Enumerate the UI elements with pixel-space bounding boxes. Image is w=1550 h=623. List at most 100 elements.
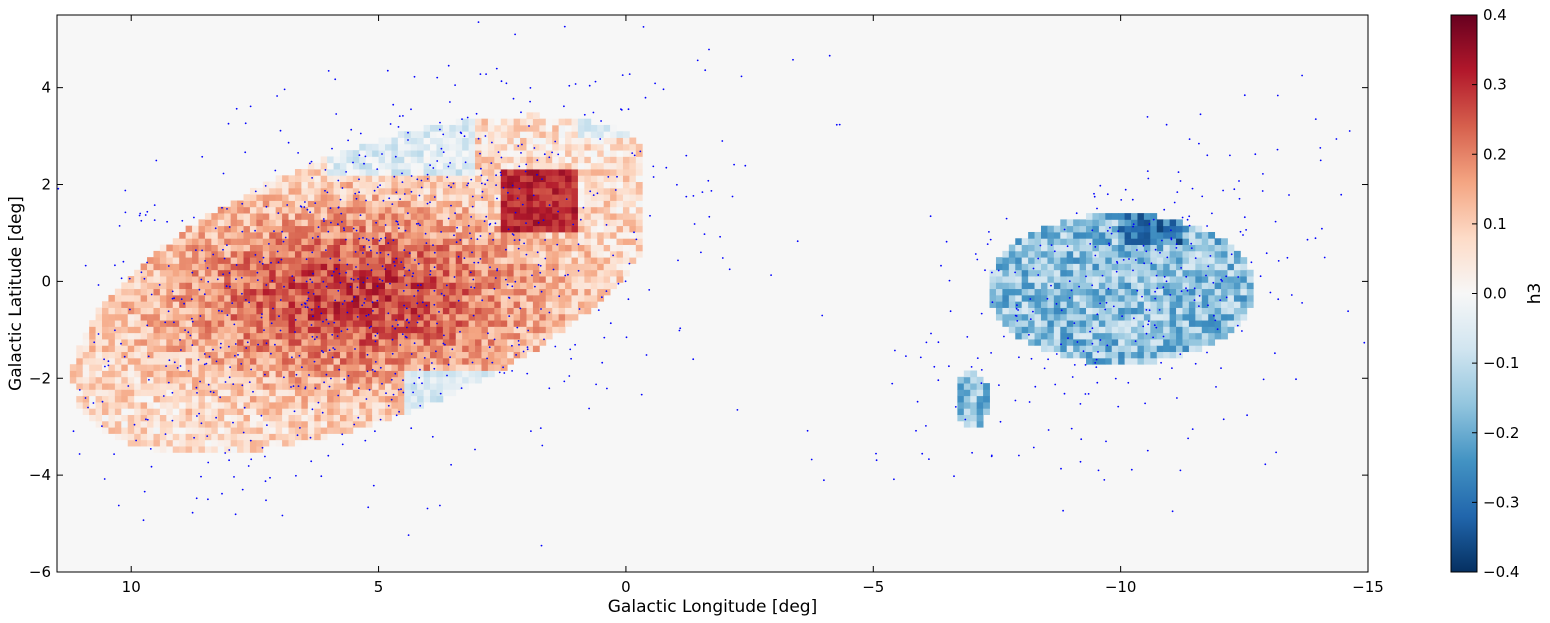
heatmap-cell [532,301,540,308]
heatmap-cell [262,313,270,321]
star-point [446,176,449,179]
heatmap-cell [590,231,598,239]
heatmap-cell [211,326,219,334]
star-point [447,165,450,168]
heatmap-cell [1105,269,1113,277]
heatmap-cell [397,376,405,384]
heatmap-cell [436,269,444,277]
heatmap-cell [1098,357,1106,365]
heatmap-cell [333,231,341,239]
heatmap-cell [95,420,103,428]
star-point [677,259,679,262]
heatmap-cell [391,383,399,390]
heatmap-cell [1201,339,1209,346]
heatmap-cell [288,332,296,340]
heatmap-cell [481,200,489,208]
heatmap-cell [442,345,450,353]
heatmap-cell [449,383,457,390]
heatmap-cell [532,150,540,157]
heatmap-cell [1182,238,1190,245]
star-point [401,333,404,336]
heatmap-cell [275,276,283,283]
heatmap-cell [179,288,187,296]
heatmap-cell [539,269,547,277]
star-point [233,476,235,478]
heatmap-cell [102,357,109,365]
heatmap-cell [430,263,437,271]
star-point [597,309,600,311]
star-point [402,290,405,292]
heatmap-cell [121,326,129,334]
heatmap-cell [436,257,444,264]
heatmap-cell [1227,313,1235,321]
star-point [526,346,529,348]
star-point [413,382,416,385]
star-point [207,383,210,386]
heatmap-cell [410,225,418,233]
heatmap-cell [275,395,283,403]
heatmap-cell [1208,301,1216,308]
heatmap-cell [327,307,334,315]
heatmap-cell [114,357,122,365]
heatmap-cell [1221,307,1228,315]
heatmap-cell [256,194,264,201]
heatmap-cell [282,401,289,409]
heatmap-cell [539,244,547,252]
heatmap-cell [1163,307,1171,315]
star-point [331,147,333,150]
heatmap-cell [1053,231,1061,239]
heatmap-cell [410,137,418,145]
heatmap-cell [372,401,379,409]
heatmap-cell [185,408,193,415]
heatmap-cell [1131,244,1138,252]
star-point [1213,314,1215,317]
star-point [1180,267,1182,269]
heatmap-cell [1047,301,1055,308]
heatmap-cell [397,313,405,321]
star-point [460,387,463,389]
heatmap-cell [976,395,984,403]
heatmap-cell [134,383,142,390]
heatmap-cell [417,162,424,170]
heatmap-cell [1060,339,1068,346]
heatmap-cell [532,112,540,120]
heatmap-cell [577,194,585,201]
heatmap-cell [1131,269,1138,277]
heatmap-cell [1098,351,1106,359]
star-point [133,423,136,426]
heatmap-cell [249,351,257,359]
star-point [703,233,706,236]
heatmap-cell [1163,231,1171,239]
heatmap-cell [185,320,193,327]
star-point [512,234,515,236]
heatmap-cell [198,446,206,453]
heatmap-cell [102,427,109,434]
heatmap-cell [635,143,643,151]
heatmap-cell [1060,238,1068,245]
heatmap-cell [430,225,437,233]
star-point [495,67,498,70]
star-point [168,359,171,362]
heatmap-cell [282,219,289,227]
heatmap-cell [565,276,572,283]
heatmap-cell [166,250,174,258]
heatmap-cell [327,156,334,164]
heatmap-cell [468,137,476,145]
heatmap-cell [327,408,334,415]
heatmap-cell [262,351,270,359]
heatmap-cell [545,150,553,157]
heatmap-cell [211,446,219,453]
heatmap-cell [288,351,296,359]
heatmap-cell [294,414,302,422]
heatmap-cell [1066,276,1074,283]
heatmap-cell [339,332,347,340]
heatmap-cell [192,345,199,353]
heatmap-cell [1182,250,1190,258]
star-point [449,162,451,164]
heatmap-cell [378,187,386,195]
heatmap-cell [204,244,212,252]
heatmap-cell [1246,276,1254,283]
heatmap-cell [610,175,617,183]
heatmap-cell [89,351,96,359]
heatmap-cell [327,200,334,208]
